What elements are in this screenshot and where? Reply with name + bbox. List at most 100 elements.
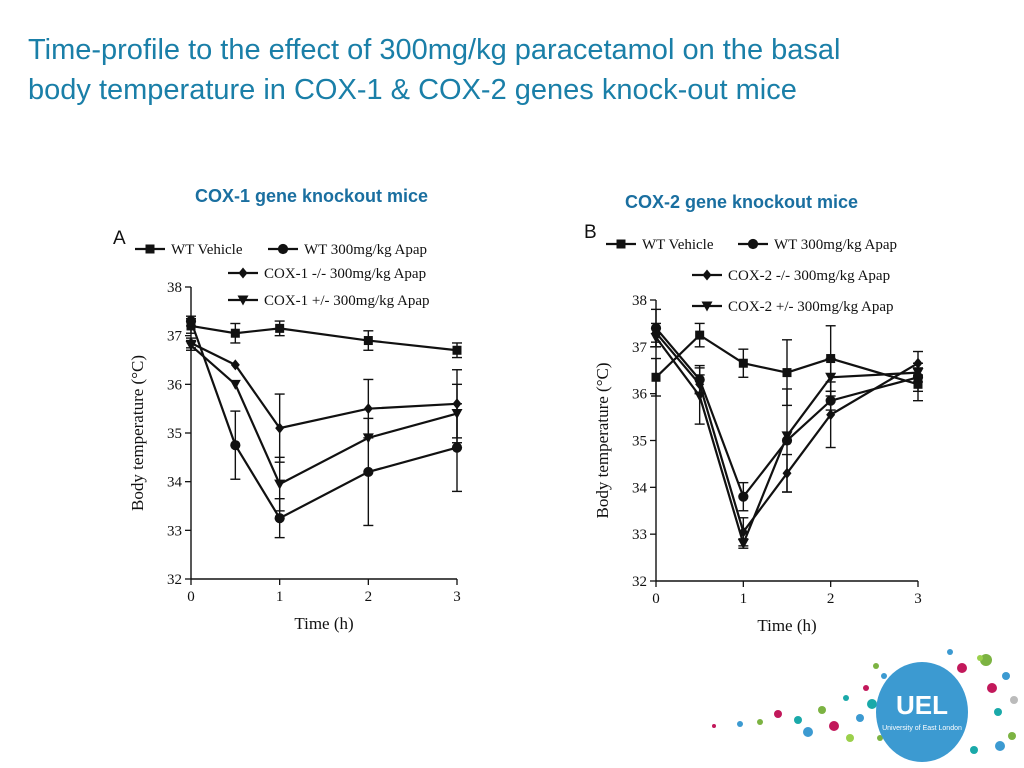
data-point [185, 340, 197, 351]
legend-item: COX-2 -/- 300mg/kg Apap [692, 268, 890, 284]
data-point [230, 328, 240, 338]
legend-item: WT 300mg/kg Apap [268, 242, 427, 258]
y-tick-label: 32 [632, 574, 647, 590]
data-point [274, 479, 286, 490]
series-line [190, 344, 458, 486]
legend-item: WT Vehicle [135, 242, 243, 258]
legend-marker [145, 244, 155, 254]
x-tick-label: 1 [276, 589, 284, 605]
series-line [655, 336, 919, 547]
data-point [650, 332, 662, 343]
data-point [782, 467, 792, 479]
series-line [190, 341, 458, 430]
logo-confetti-dots [712, 649, 1018, 754]
data-point [825, 372, 837, 383]
legend-marker [238, 267, 248, 279]
panel-label: B [584, 222, 597, 243]
legend-label: COX-2 -/- 300mg/kg Apap [728, 268, 890, 284]
legend: WT Vehicle WT 300mg/kg Apap COX-1 -/- 300m… [135, 242, 430, 309]
caption-cox1: COX-1 gene knockout mice [195, 186, 429, 206]
y-tick-label: 37 [632, 340, 648, 356]
data-point [782, 368, 792, 378]
data-point [737, 539, 749, 550]
y-tick-label: 33 [632, 527, 647, 543]
data-point [230, 440, 241, 451]
data-point [363, 336, 373, 346]
data-point [826, 409, 836, 421]
logo-university-name: University of East London [882, 725, 962, 732]
logo-wordmark: UEL [896, 690, 948, 720]
legend-label: COX-2 +/- 300mg/kg Apap [728, 299, 894, 315]
data-point [274, 513, 285, 524]
slide-title: Time-profile to the effect of 300mg/kg p… [28, 30, 1008, 110]
data-point [363, 403, 373, 415]
legend-label: WT Vehicle [171, 242, 243, 258]
legend-marker [701, 301, 713, 312]
series-line [655, 333, 919, 386]
legend-label: WT 300mg/kg Apap [304, 242, 427, 258]
y-tick-label: 38 [632, 293, 647, 309]
uel-logo: UEL University of East London [712, 649, 1018, 762]
y-tick-label: 33 [167, 523, 182, 539]
legend-label: WT 300mg/kg Apap [774, 237, 897, 253]
x-axis-label: Time (h) [757, 616, 816, 635]
data-point [451, 409, 463, 420]
chart-cox1: A 32 33 34 35 36 37 38 0 1 2 3 Time (h) Body temperat… [113, 228, 463, 633]
chart-cox2: B 32 33 34 35 36 37 38 0 1 2 3 Time (h) Body temperat… [584, 222, 924, 635]
data-point [452, 345, 462, 355]
data-point [275, 422, 285, 434]
x-tick-label: 0 [652, 591, 660, 607]
data-point [738, 526, 748, 538]
legend-label: COX-1 -/- 300mg/kg Apap [264, 266, 426, 282]
data-point [694, 391, 706, 402]
panel-label: A [113, 228, 126, 249]
series-1 [186, 317, 462, 359]
data-point [738, 358, 748, 368]
legend-item: COX-1 +/- 300mg/kg Apap [228, 293, 430, 309]
data-point [781, 431, 793, 442]
slide-title-line-2: body temperature in COX-1 & COX-2 genes … [28, 74, 797, 106]
legend-marker [616, 239, 626, 249]
y-tick-label: 35 [632, 434, 647, 450]
y-tick-label: 35 [167, 426, 182, 442]
data-point [695, 330, 705, 340]
series-3 [186, 337, 462, 463]
x-axis-label: Time (h) [294, 614, 353, 633]
legend-marker [702, 269, 712, 281]
data-point [738, 491, 749, 502]
data-point [230, 359, 240, 371]
series-line [655, 327, 919, 499]
x-tick-label: 2 [827, 591, 835, 607]
y-axis-label: Body temperature (°C) [128, 355, 147, 511]
data-point [275, 323, 285, 333]
y-tick-label: 38 [167, 280, 182, 296]
legend-marker [747, 238, 759, 250]
data-point [912, 368, 924, 379]
y-tick-label: 32 [167, 572, 182, 588]
data-point [362, 433, 374, 444]
legend-item: COX-2 +/- 300mg/kg Apap [692, 299, 894, 315]
x-tick-label: 3 [914, 591, 922, 607]
legend-label: WT Vehicle [642, 237, 714, 253]
caption-cox2: COX-2 gene knockout mice [625, 192, 859, 212]
x-tick-label: 3 [453, 589, 461, 605]
legend-marker [237, 295, 249, 306]
legend-item: WT 300mg/kg Apap [738, 237, 897, 253]
y-axis-label: Body temperature (°C) [593, 363, 612, 519]
data-point [451, 442, 463, 453]
y-tick-label: 34 [632, 480, 648, 496]
y-tick-label: 34 [167, 475, 183, 491]
series-4 [650, 327, 924, 550]
data-point [363, 466, 374, 478]
series-line [655, 332, 919, 535]
series-line [189, 320, 458, 520]
data-point [229, 379, 241, 390]
y-tick-label: 36 [632, 387, 648, 403]
legend-label: COX-1 +/- 300mg/kg Apap [264, 293, 430, 309]
data-point [651, 372, 661, 382]
logo-blob [876, 662, 968, 762]
legend-marker [277, 243, 289, 255]
legend: WT Vehicle WT 300mg/kg Apap COX-2 -/- 300m… [606, 237, 897, 315]
series-4 [185, 339, 463, 512]
series-2 [185, 315, 463, 539]
